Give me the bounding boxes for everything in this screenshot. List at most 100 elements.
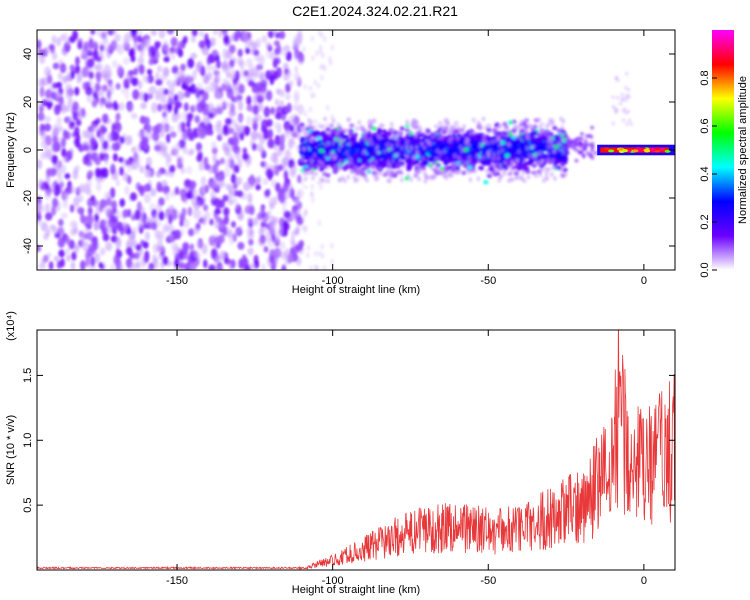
spectrogram-cell	[546, 156, 551, 162]
spectrogram-cell	[274, 134, 281, 146]
spectrogram-cell	[189, 83, 197, 94]
spectrogram-cell	[212, 178, 219, 188]
spectrogram-cell	[137, 130, 143, 139]
spectrogram-cell	[107, 132, 115, 143]
spectrogram-cell	[266, 90, 273, 101]
spectrogram-cell	[590, 125, 595, 130]
spectrogram-cell	[262, 177, 269, 186]
spectrogram-cell	[60, 212, 69, 219]
spectrogram-cell	[277, 164, 284, 171]
spectrogram-cell	[130, 112, 138, 120]
spectrogram-cell	[157, 65, 162, 73]
spectrogram-cell	[56, 174, 64, 184]
spectrogram-cell	[468, 177, 473, 183]
spectrogram-cell	[111, 170, 119, 181]
spectrogram-cell	[322, 65, 327, 72]
spectrogram-cell	[254, 177, 261, 186]
spectrogram-cell	[519, 129, 524, 135]
spectrogram-cell	[155, 170, 163, 177]
spectrogram-cell	[325, 178, 330, 184]
spectrogram-cell	[222, 226, 228, 237]
spectrogram-cell	[581, 147, 586, 152]
spectrogram-cell	[162, 256, 169, 266]
spectrogram-cell	[307, 123, 312, 129]
spectrogram-cell	[471, 117, 476, 123]
spectrogram-cell	[545, 176, 550, 182]
spectrogram-cell	[578, 140, 583, 145]
spectrogram-cell	[106, 47, 112, 59]
spectrogram-cell	[52, 128, 58, 137]
spectrogram-cell	[360, 125, 365, 131]
spectrogram-cell	[43, 115, 51, 123]
spectrogram-cell	[190, 35, 196, 43]
spectrogram-cell	[496, 150, 501, 156]
spectrogram-cell	[310, 183, 315, 190]
spectrogram-cell	[363, 166, 368, 172]
spectrogram-cell	[373, 176, 378, 182]
spectrogram-cell	[300, 179, 305, 186]
spectrogram-cell	[476, 120, 481, 126]
spectrogram-cell	[382, 148, 387, 154]
spectrogram-cell	[211, 49, 218, 57]
spectrogram-cell	[260, 90, 267, 101]
spectrogram-cell	[69, 147, 74, 156]
spectrogram-cell	[224, 158, 231, 168]
spectrogram-cell	[311, 143, 317, 148]
spectrogram-cell	[85, 86, 93, 96]
spectrogram-cell	[255, 90, 263, 101]
spectrogram-cell	[326, 141, 331, 147]
spectrogram-cell	[304, 136, 309, 142]
spectrogram-cell	[67, 97, 74, 108]
spectrogram-cell	[143, 116, 151, 126]
spectrogram-cell	[220, 251, 227, 258]
spectrogram-cell	[373, 159, 378, 165]
spectrogram-cell	[259, 71, 266, 81]
spectrogram-cell	[620, 92, 624, 97]
spectrogram-cell	[131, 77, 139, 87]
spectrogram-cell	[112, 60, 118, 69]
spectrogram-cell	[201, 91, 209, 101]
spectrogram-cell	[488, 170, 493, 176]
spectrogram-cell	[387, 160, 392, 166]
spectrogram-cell	[328, 136, 335, 142]
spectrogram-cell	[431, 175, 436, 181]
spectrogram-cell	[153, 257, 159, 269]
spectrogram-cell	[104, 157, 109, 166]
spectrogram-cell	[98, 96, 105, 106]
spectrogram-cell	[614, 109, 619, 114]
spectrogram-cell	[443, 166, 449, 171]
spectrogram-cell	[563, 171, 568, 177]
spectrogram-cell	[257, 236, 266, 247]
spectrogram-cell	[244, 40, 251, 49]
spectrogram-cell	[200, 217, 208, 225]
spectrogram-cell	[560, 138, 565, 144]
spectrogram-ylabel: Frequency (Hz)	[5, 112, 17, 188]
spectrogram-cell	[624, 98, 628, 103]
spectrogram-cell	[309, 157, 314, 163]
spectrogram-cell	[288, 252, 295, 261]
spectrogram-cell	[624, 110, 629, 115]
spectrogram-cell	[195, 144, 202, 154]
spectrogram-cell	[90, 30, 96, 35]
spectrogram-cell	[158, 197, 165, 206]
spectrogram-cell	[360, 159, 367, 164]
spectrogram-cell	[462, 124, 467, 130]
spectrogram-cell	[460, 148, 465, 154]
spectrogram-cell	[491, 151, 496, 157]
spectrogram-cell	[314, 50, 319, 57]
spectrogram-cell	[195, 221, 201, 232]
spectrogram-cell	[195, 200, 201, 209]
spectrogram-cell	[377, 167, 382, 173]
spectrogram-cell	[80, 233, 85, 245]
spectrogram-cell	[174, 71, 182, 82]
spectrogram-cell	[514, 170, 519, 176]
spectrogram-cell	[228, 108, 235, 118]
spectrogram-cell	[53, 255, 60, 262]
spectrogram-cell	[312, 152, 317, 158]
spectrogram-cell	[229, 59, 235, 68]
spectrogram-cell	[67, 185, 75, 194]
spectrogram-cell	[504, 153, 510, 158]
spectrogram-cell	[209, 218, 214, 226]
spectrogram-cell	[144, 169, 151, 178]
